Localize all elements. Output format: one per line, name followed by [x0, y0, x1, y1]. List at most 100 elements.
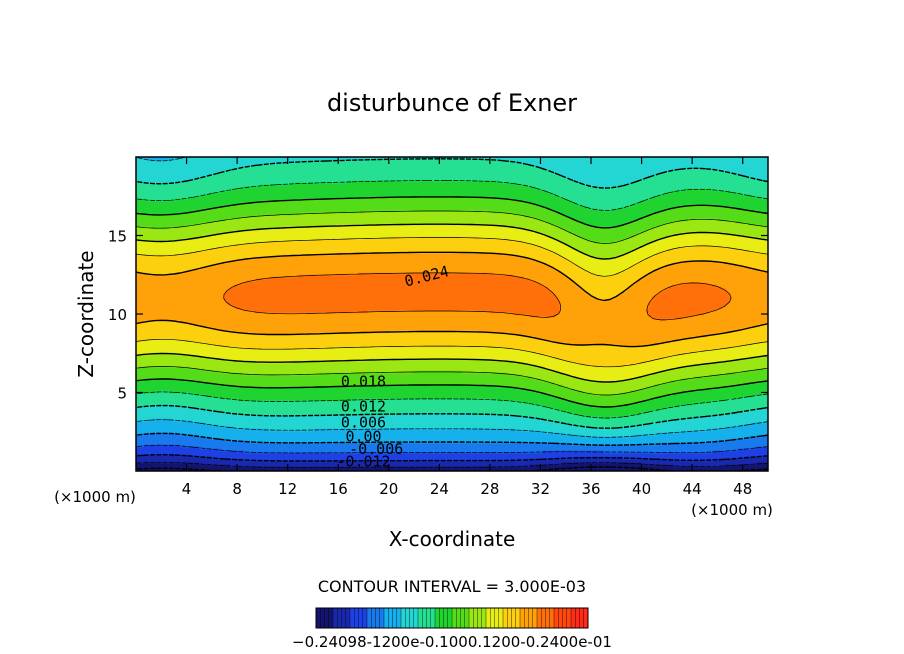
x-tick-label: 20	[379, 480, 398, 498]
x-tick-label: 16	[329, 480, 348, 498]
colorbar-swatch	[354, 608, 359, 628]
colorbar	[315, 608, 589, 628]
colorbar-swatch	[439, 608, 444, 628]
x-tick-label: 32	[531, 480, 550, 498]
contour-line	[136, 210, 768, 396]
colorbar-swatch	[511, 608, 517, 628]
contour-label: 0.018	[341, 373, 386, 391]
colorbar-swatch	[473, 608, 478, 628]
contour-label: 0.012	[341, 398, 386, 416]
colorbar-swatch	[481, 608, 487, 628]
x-tick-label: 12	[278, 480, 297, 498]
colorbar-swatch	[418, 608, 423, 628]
colorbar-swatch	[528, 608, 534, 628]
y-tick-label: 5	[117, 385, 127, 403]
colorbar-swatch	[341, 608, 347, 628]
colorbar-frame	[315, 607, 589, 629]
colorbar-swatch	[396, 608, 402, 628]
colorbar-swatch	[558, 608, 563, 628]
colorbar-swatch	[520, 608, 525, 628]
colorbar-swatch	[324, 608, 330, 628]
contour-label: -0.012	[336, 453, 390, 471]
colorbar-swatch	[426, 608, 432, 628]
contour-line	[136, 251, 768, 348]
colorbar-swatch	[486, 608, 491, 628]
colorbar-swatch	[362, 608, 368, 628]
colorbar-swatch	[392, 608, 398, 628]
colorbar-swatch	[320, 608, 325, 628]
colorbar-swatch	[537, 608, 542, 628]
x-right-unit-label: (×1000 m)	[691, 501, 773, 519]
colorbar-swatch	[562, 608, 568, 628]
colorbar-swatch	[384, 608, 389, 628]
contour-line	[136, 432, 768, 446]
x-tick-label: 8	[232, 480, 242, 498]
colorbar-swatch	[583, 608, 589, 628]
colorbar-swatch	[545, 608, 551, 628]
contour-line	[223, 272, 732, 321]
x-tick-label: 24	[430, 480, 449, 498]
colorbar-swatch	[541, 608, 546, 628]
colorbar-swatch	[316, 608, 321, 628]
colorbar-swatch	[350, 608, 355, 628]
contour-line	[136, 237, 768, 368]
colorbar-swatch	[388, 608, 393, 628]
colorbar-swatch	[494, 608, 500, 628]
colorbar-swatch	[435, 608, 440, 628]
x-axis-label: X-coordinate	[389, 527, 516, 551]
x-tick-label: 48	[733, 480, 752, 498]
colorbar-swatch	[422, 608, 427, 628]
colorbar-swatch	[460, 608, 466, 628]
colorbar-swatch	[579, 608, 585, 628]
contour-line	[136, 454, 768, 462]
contour-line	[136, 196, 768, 408]
colorbar-swatch	[367, 608, 372, 628]
contour-lines	[136, 157, 768, 471]
colorbar-swatch	[515, 608, 521, 628]
colorbar-swatch	[379, 608, 385, 628]
x-tick-label: 40	[632, 480, 651, 498]
colorbar-swatch	[549, 608, 555, 628]
colorbar-swatch	[345, 608, 351, 628]
colorbar-swatch	[507, 608, 512, 628]
colorbar-swatch	[532, 608, 538, 628]
y-axis-label: Z-coordinate	[74, 250, 98, 377]
x-tick-label: 4	[182, 480, 192, 498]
colorbar-swatch	[477, 608, 483, 628]
contour-label: 0.00	[345, 428, 381, 446]
contour-interval-text: CONTOUR INTERVAL = 3.000E-03	[318, 577, 586, 596]
colorbar-swatch	[413, 608, 419, 628]
colorbar-swatch	[469, 608, 474, 628]
contour-label: 0.006	[341, 413, 386, 431]
colorbar-swatch	[333, 608, 338, 628]
y-axis-ticks: 5 10 15	[108, 228, 768, 403]
contour-line	[136, 444, 768, 454]
contour-line	[136, 158, 768, 429]
colorbar-swatch	[337, 608, 342, 628]
colorbar-swatch	[498, 608, 504, 628]
colorbar-swatch	[456, 608, 461, 628]
colorbar-swatch	[452, 608, 457, 628]
colorbar-swatch	[554, 608, 559, 628]
colorbar-labels: −0.24098-1200e-0.1000.1200-0.2400e-01	[292, 633, 612, 651]
colorbar-swatch	[566, 608, 572, 628]
colorbar-swatch	[401, 608, 406, 628]
chart-title: disturbunce of Exner	[327, 89, 577, 117]
x-tick-label: 36	[581, 480, 600, 498]
colorbar-swatch	[371, 608, 376, 628]
x-axis-ticks: 4 8 12 16 20 24 28 32 36 40 44 48	[182, 157, 752, 498]
colorbar-swatch	[443, 608, 449, 628]
contour-line	[136, 180, 768, 419]
contour-line	[136, 461, 768, 468]
colorbar-swatch	[447, 608, 453, 628]
colorbar-swatch	[430, 608, 436, 628]
colorbar-swatch	[405, 608, 410, 628]
colorbar-swatch	[571, 608, 576, 628]
x-left-unit-label: (×1000 m)	[54, 488, 136, 506]
x-tick-label: 44	[683, 480, 702, 498]
y-tick-label: 15	[108, 228, 127, 246]
colorbar-swatch	[524, 608, 529, 628]
